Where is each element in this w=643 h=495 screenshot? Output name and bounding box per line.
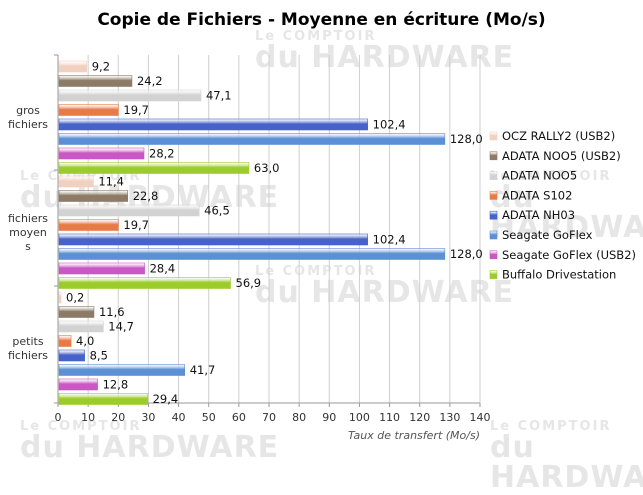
category-label: gros fichiers [8,104,48,131]
x-tick-label: 80 [292,411,306,424]
bar [58,104,119,116]
legend-swatch [489,270,498,279]
bar [58,233,368,246]
data-label: 11,6 [99,305,125,319]
legend-item-label: ADATA NH03 [502,208,575,222]
bar [58,262,145,275]
legend-item-label: ADATA NOO5 [502,169,577,183]
data-label: 102,4 [373,118,406,132]
data-label: 29,4 [153,392,179,406]
x-tick-label: 30 [141,411,155,424]
x-tick-label: 130 [439,411,460,424]
data-label: 24,2 [137,74,163,88]
data-label: 28,4 [150,262,176,276]
bar [58,364,185,376]
category-label-line: fichiers [8,349,48,362]
bar [58,133,446,145]
x-tick-label: 120 [409,411,430,424]
x-tick-label: 110 [379,411,400,424]
x-tick-label: 40 [172,411,186,424]
legend-item-label: OCZ RALLY2 (USB2) [502,129,615,143]
legend-swatch [489,210,498,220]
data-label: 41,7 [190,363,216,377]
data-label: 47,1 [206,89,232,103]
data-label: 19,7 [123,218,149,232]
data-label: 8,5 [90,349,108,363]
category-label-line: gros [16,104,40,117]
legend-item-label: Seagate GoFlex (USB2) [502,248,636,262]
chart-title: Copie de Fichiers - Moyenne en écriture … [97,10,546,30]
bar [58,393,148,405]
bar [58,204,200,217]
x-tick-label: 60 [232,411,246,424]
data-label: 11,4 [98,175,124,189]
x-tick-label: 50 [202,411,216,424]
bar [58,219,119,231]
category-label-line: moyen [9,226,47,239]
bar [58,175,94,188]
x-tick-label: 140 [470,411,491,424]
data-label: 9,2 [92,60,110,74]
data-label: 14,7 [108,320,134,334]
x-tick-label: 20 [111,411,125,424]
legend-item-label: ADATA NOO5 (USB2) [502,149,621,163]
data-label: 28,2 [149,147,175,161]
legend-swatch [489,230,498,240]
data-label: 102,4 [373,233,406,247]
category-label-line: fichiers [8,118,48,131]
bar [58,306,95,318]
bar [58,75,133,87]
legend-swatch [489,131,498,141]
data-label: 46,5 [204,204,230,218]
data-label: 0,2 [66,291,84,305]
x-tick-label: 70 [262,411,276,424]
bar [58,118,368,131]
x-tick-label: 100 [349,411,370,424]
data-label: 12,8 [103,378,129,392]
legend-swatch [489,171,498,180]
data-label: 19,7 [123,103,149,117]
bar-chart: 0 10 20 30 40 50 60 70 80 90 100 110 120 130 140 Taux d… [8,54,636,442]
legend-swatch [489,151,498,161]
x-tick-label: 10 [81,411,95,424]
category-label-line: s [25,240,31,253]
data-label: 4,0 [76,334,94,348]
bar [58,89,202,102]
legend-item-label: Seagate GoFlex [502,228,593,242]
data-label: 63,0 [254,161,280,175]
category-label: petits fichiers [8,335,48,362]
x-tick-label: 0 [55,411,62,424]
data-label: 128,0 [450,132,483,146]
data-label: 22,8 [133,189,159,203]
legend-swatch [489,191,498,200]
bar [58,60,88,73]
data-label: 56,9 [236,276,262,290]
legend-item-label: Buffalo Drivestation [502,268,616,282]
x-axis-label: Taux de transfert (Mo/s) [348,429,480,442]
bar [58,349,85,362]
x-tick-label: 90 [322,411,336,424]
bar [58,291,62,304]
bar [58,320,104,333]
bar [58,378,98,391]
category-label-line: petits [12,335,43,348]
bar [58,162,250,174]
legend-swatch [489,250,498,260]
category-label: fichiers moyen s [8,212,48,253]
bar [58,277,231,289]
bar [58,147,145,160]
bar [58,190,129,202]
bar [58,335,72,347]
category-label-line: fichiers [8,212,48,225]
legend-item-label: ADATA S102 [502,188,572,202]
bar [58,248,446,260]
data-label: 128,0 [450,247,483,261]
